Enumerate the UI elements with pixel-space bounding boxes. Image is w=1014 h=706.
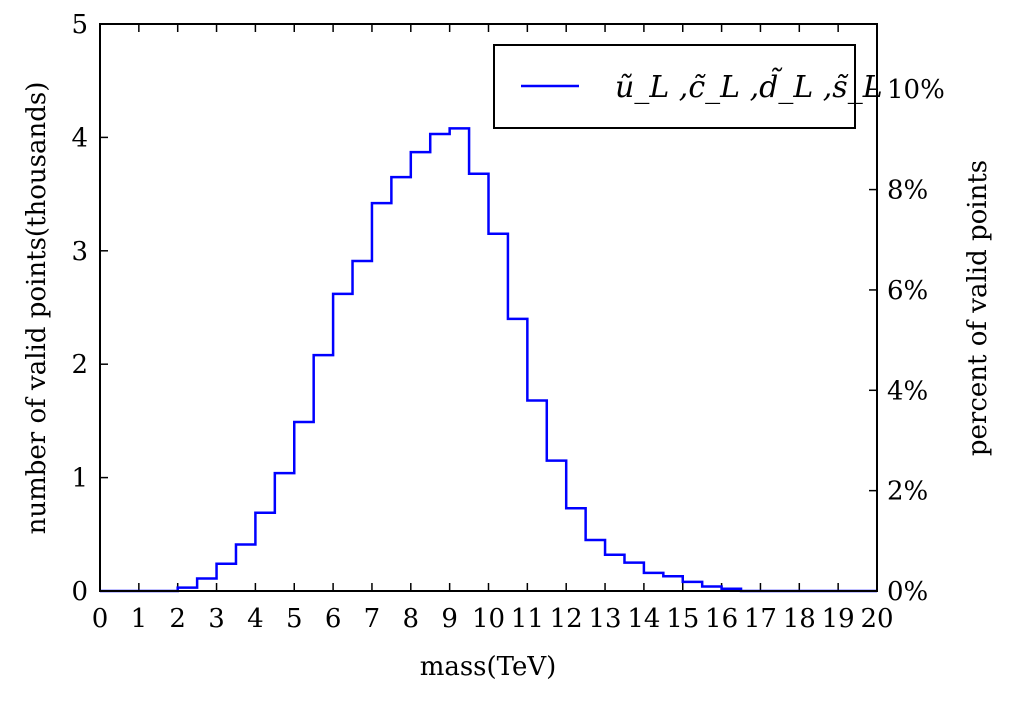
y-tick-label: 3 xyxy=(71,237,88,267)
x-tick-label: 12 xyxy=(550,604,583,634)
y-axis-label: number of valid points(thousands) xyxy=(22,82,52,535)
x-tick-label: 17 xyxy=(744,604,777,634)
legend-label: ũ_L ,c̃_L ,d̃_L ,s̃_L xyxy=(615,67,883,105)
right-axis-ticks: 0% 2% 4% 6% 8% 10% xyxy=(869,75,945,607)
right-tick-label: 0% xyxy=(887,577,928,607)
x-tick-label: 6 xyxy=(325,604,342,634)
right-tick-label: 6% xyxy=(887,276,928,306)
x-tick-label: 0 xyxy=(92,604,109,634)
x-tick-label: 7 xyxy=(364,604,381,634)
x-tick-label: 9 xyxy=(441,604,458,634)
x-tick-label: 19 xyxy=(822,604,855,634)
plot-frame xyxy=(99,23,878,592)
x-tick-label: 14 xyxy=(627,604,660,634)
x-tick-label: 20 xyxy=(860,604,893,634)
y-tick-label: 1 xyxy=(71,464,88,494)
x-axis-ticks: 0 1 2 3 4 5 6 7 8 9 10 11 12 13 14 15 16 17 18 19 20 xyxy=(92,24,894,634)
right-tick-label: 8% xyxy=(887,176,928,206)
right-tick-label: 2% xyxy=(887,477,928,507)
right-axis-label: percent of valid points xyxy=(963,160,993,456)
y-tick-label: 4 xyxy=(71,123,88,153)
series-step-line xyxy=(100,127,877,593)
legend: ũ_L ,c̃_L ,d̃_L ,s̃_L xyxy=(493,44,883,129)
x-tick-label: 16 xyxy=(705,604,738,634)
y-tick-label: 0 xyxy=(71,577,88,607)
x-axis-label: mass(TeV) xyxy=(420,652,557,682)
x-tick-label: 15 xyxy=(666,604,699,634)
x-tick-label: 8 xyxy=(403,604,420,634)
x-tick-label: 10 xyxy=(472,604,505,634)
x-tick-label: 2 xyxy=(169,604,186,634)
y-axis-ticks: 0 1 2 3 4 5 xyxy=(71,10,108,607)
x-tick-label: 1 xyxy=(131,604,148,634)
y-tick-label: 5 xyxy=(71,10,88,40)
y-tick-label: 2 xyxy=(71,350,88,380)
right-tick-label: 4% xyxy=(887,376,928,406)
x-tick-label: 5 xyxy=(286,604,303,634)
x-tick-label: 11 xyxy=(511,604,544,634)
x-tick-label: 4 xyxy=(247,604,264,634)
x-tick-label: 18 xyxy=(783,604,816,634)
x-tick-label: 13 xyxy=(589,604,622,634)
right-tick-label: 10% xyxy=(887,75,945,105)
x-tick-label: 3 xyxy=(208,604,225,634)
